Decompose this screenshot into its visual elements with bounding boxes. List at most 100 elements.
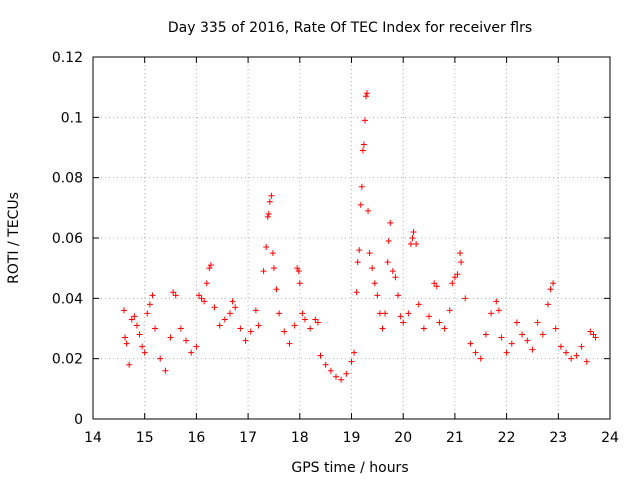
data-point [343, 370, 350, 377]
y-tick-label: 0.08 [52, 171, 83, 187]
data-point [229, 298, 236, 305]
y-tick-label: 0 [74, 412, 83, 428]
data-point [578, 343, 585, 350]
data-point [193, 343, 200, 350]
data-point [395, 292, 402, 299]
chart-title: Day 335 of 2016, Rate Of TEC Index for r… [168, 20, 532, 36]
axis-ticks: 14 15 16 17 18 19 20 21 22 23 24 0 0.02 0.04 0.06 0.08 0… [52, 50, 619, 446]
data-point [206, 265, 213, 272]
data-point [384, 259, 391, 266]
data-point [472, 349, 479, 356]
grid [93, 57, 610, 419]
data-point [369, 265, 376, 272]
data-point [270, 265, 277, 272]
data-point [503, 349, 510, 356]
data-point [133, 322, 140, 329]
data-point [269, 250, 276, 257]
data-point [358, 183, 365, 190]
data-point [299, 310, 306, 317]
data-point [216, 322, 223, 329]
data-point [357, 201, 364, 208]
data-point [495, 307, 502, 314]
data-point [141, 349, 148, 356]
data-point [385, 238, 392, 245]
data-point [167, 334, 174, 341]
y-tick-label: 0.02 [52, 352, 83, 368]
data-point [493, 298, 500, 305]
data-point [327, 367, 334, 374]
data-point [477, 355, 484, 362]
data-point [409, 235, 416, 241]
data-point [454, 271, 461, 278]
data-point [387, 219, 394, 226]
data-point [482, 331, 489, 338]
data-point [157, 355, 164, 362]
data-point [201, 298, 208, 305]
data-point [207, 262, 214, 269]
y-tick-label: 0.04 [52, 291, 83, 307]
data-point [415, 301, 422, 308]
data-point [356, 247, 363, 254]
data-point [407, 241, 414, 248]
data-point [242, 337, 249, 344]
data-point [195, 292, 202, 299]
x-tick-label: 18 [291, 430, 309, 446]
data-point [426, 313, 433, 320]
data-point [146, 301, 153, 308]
data-point [221, 316, 228, 323]
data-point [451, 274, 458, 281]
data-point [232, 304, 239, 311]
data-point [286, 340, 293, 347]
data-point [172, 292, 179, 299]
data-point [592, 334, 599, 341]
data-point [237, 325, 244, 332]
data-point [392, 274, 399, 281]
x-tick-label: 23 [549, 430, 567, 446]
data-point [449, 280, 456, 287]
data-point [405, 310, 412, 317]
x-axis-label: GPS time / hours [291, 460, 408, 476]
data-point [162, 367, 169, 374]
data-point [544, 301, 551, 308]
data-point [136, 331, 143, 338]
data-point [462, 295, 469, 302]
data-point [307, 325, 314, 332]
data-point [131, 313, 138, 320]
data-point [359, 147, 366, 154]
data-point [547, 286, 554, 293]
data-point [139, 343, 146, 350]
data-point [170, 289, 177, 296]
data-point [563, 349, 570, 356]
data-point [362, 93, 369, 100]
data-point [183, 337, 190, 344]
data-point [144, 310, 151, 317]
data-point [312, 316, 319, 323]
data-point [265, 210, 272, 217]
data-point [568, 355, 575, 362]
data-point [247, 328, 254, 335]
data-point [519, 331, 526, 338]
data-point [266, 198, 273, 205]
x-tick-label: 17 [239, 430, 257, 446]
x-tick-label: 24 [601, 430, 619, 446]
scatter-points [121, 90, 599, 383]
x-tick-label: 16 [187, 430, 205, 446]
x-tick-label: 21 [446, 430, 464, 446]
data-point [552, 325, 559, 332]
data-point [152, 325, 159, 332]
data-point [264, 213, 271, 220]
data-point [149, 292, 156, 299]
data-point [255, 322, 262, 329]
data-point [433, 283, 440, 290]
data-point [360, 141, 367, 148]
data-point [557, 343, 564, 350]
data-point [379, 325, 386, 332]
data-point [338, 376, 345, 383]
data-point [382, 310, 389, 317]
data-point [413, 241, 420, 248]
data-point [400, 319, 407, 326]
data-point [529, 346, 536, 353]
data-point [128, 316, 135, 323]
data-point [295, 268, 302, 275]
data-point [583, 358, 590, 365]
